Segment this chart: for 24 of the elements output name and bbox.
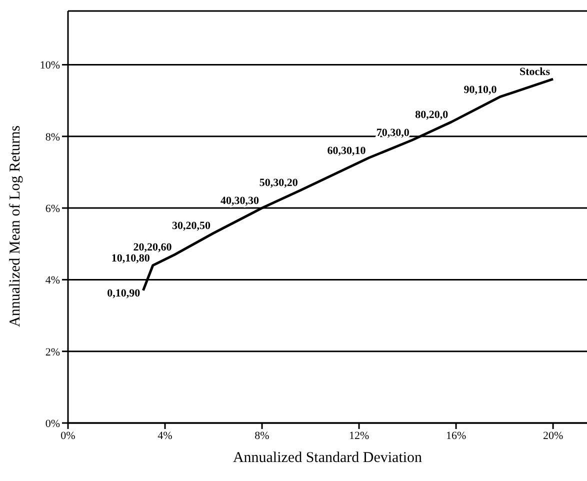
x-tick-label: 20% <box>542 430 564 442</box>
annotation: 10,10,80 <box>111 252 150 264</box>
x-axis-title: Annualized Standard Deviation <box>232 450 423 466</box>
y-tick-label: 6% <box>45 202 60 215</box>
x-tick-label: 12% <box>348 430 370 442</box>
annotation: 30,20,50 <box>172 220 212 232</box>
x-tick-label: 0% <box>60 430 76 442</box>
annotation: 90,10,0 <box>464 84 498 96</box>
y-tick-label: 4% <box>45 274 60 287</box>
annotation: 80,20,0 <box>415 109 449 122</box>
annotation: Stocks <box>519 66 551 78</box>
annotation: 0,10,90 <box>107 287 141 300</box>
y-tick-label: 2% <box>45 346 60 358</box>
y-tick-label: 8% <box>45 131 60 144</box>
y-tick-label: 10% <box>40 60 60 72</box>
annotation: 60,30,10 <box>327 144 366 157</box>
x-tick-label: 4% <box>158 430 172 442</box>
x-tick-label: 8% <box>254 430 270 442</box>
annotation: 40,30,30 <box>220 195 260 208</box>
x-tick-label: 16% <box>446 430 466 442</box>
y-axis-title: Annualized Mean of Log Returns <box>7 125 24 327</box>
y-tick-label: 0% <box>45 418 60 430</box>
annotation: 50,30,20 <box>259 177 298 190</box>
annotation: 20,20,60 <box>133 242 172 254</box>
